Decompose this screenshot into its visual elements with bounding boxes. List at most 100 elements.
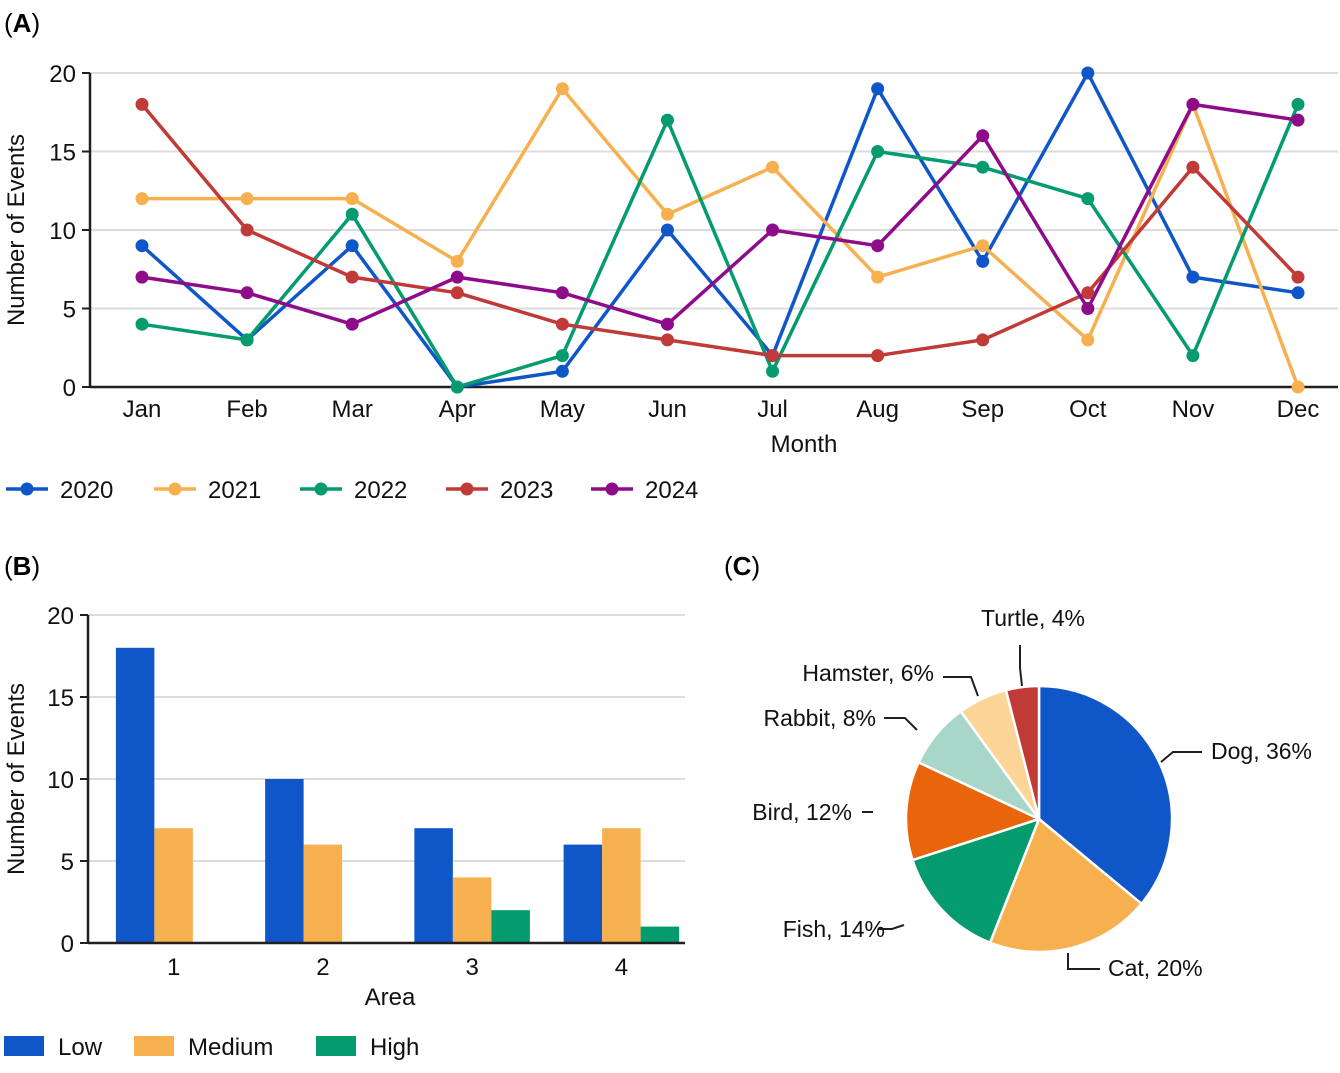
x-tick-label-b: 3 [465,954,478,981]
legend-label-Low: Low [58,1034,103,1061]
panel-letter-c: C [733,551,752,581]
pie-slice-dog [1037,684,1174,906]
series-line-2022 [141,103,1300,389]
data-point-2023 [871,349,885,363]
data-point-2023 [766,349,780,363]
data-point-2024 [976,129,990,143]
data-point-2023 [660,333,674,347]
bar-chart-b: 0 5 10 15 20 1 2 3 4 Area Number of Events Low Mediu… [3,603,685,1061]
data-point-2024 [450,270,464,284]
data-point-2020 [135,239,149,253]
x-axis-title-b: Area [365,984,416,1011]
data-point-2021 [1081,333,1095,347]
x-tick-label-b: 1 [167,954,180,981]
x-tick-label-a: Jun [648,396,687,423]
bar-Medium-area-1 [154,828,193,943]
leader-line-hamster [943,676,979,697]
data-point-2023 [976,333,990,347]
data-point-2022 [976,160,990,174]
x-tick-label-a: Dec [1277,396,1320,423]
data-point-2023 [135,97,149,111]
y-tick-label-a: 20 [49,61,76,88]
bar-Low-area-2 [265,779,304,943]
series-line-2021 [142,86,1300,388]
data-point-2020 [871,82,885,96]
panel-letter-b: B [13,551,32,581]
line-chart-a: 0 5 10 15 20 Jan Feb Mar Apr May Jun Jul Aug Sep Oct No… [3,61,1338,504]
pie-chart-c: Dog, 36% Cat, 20% Fish, 14% Bird, 12% Rabbit… [752,605,1312,981]
pie-label-rabbit: Rabbit, 8% [763,705,876,731]
data-point-2024 [135,270,149,284]
pie-slice-turtle [1004,684,1041,821]
data-point-2024 [1081,302,1095,315]
legend-marker-2021 [168,482,182,496]
x-tick-label-a: Jul [757,396,788,423]
data-point-2022 [660,113,674,127]
series-line-2020 [140,71,1299,389]
x-tick-label-a: Oct [1069,396,1107,423]
bar-Low-area-3 [414,828,453,943]
pie-slice-cat [988,817,1143,954]
leader-line-fish [879,924,905,930]
pie-slice-bird [904,761,1041,862]
bar-Low-area-1 [115,647,155,943]
y-axis-title-a: Number of Events [3,134,30,326]
panel-label-a: (A) [4,8,40,38]
pie-label-dog: Dog, 36% [1211,738,1312,764]
panel-label-c: (C) [724,551,760,581]
data-point-2022 [240,333,254,347]
data-point-2021 [766,160,780,174]
data-point-2024 [1186,97,1200,111]
y-tick-label-a: 5 [63,297,76,324]
bar-Medium-area-3 [452,877,492,943]
x-tick-label-a: Feb [226,396,267,423]
legend-marker-2022 [314,482,328,496]
data-point-2022 [1186,349,1200,363]
data-point-2020 [345,239,359,253]
y-tick-label-b: 15 [47,685,74,712]
x-tick-label-a: Sep [961,396,1004,423]
x-tick-label-a: May [540,396,585,423]
x-tick-label-b: 4 [615,954,628,981]
data-point-2022 [1081,192,1095,206]
data-point-2023 [1081,286,1095,300]
legend-marker-2024 [605,482,619,496]
data-point-2020 [1291,286,1305,300]
bar-Medium-area-2 [303,844,343,943]
data-point-2021 [345,192,359,206]
data-point-2021 [1291,380,1305,394]
data-point-2020 [660,223,674,237]
x-axis-title-a: Month [771,431,838,458]
data-point-2021 [135,192,149,206]
data-point-2024 [871,239,885,253]
data-point-2022 [555,349,569,363]
legend-marker-2023 [460,482,474,496]
leader-line-dog [1160,751,1202,763]
series-line-2024 [141,102,1299,326]
bar-High-area-3 [491,910,530,943]
legend-swatch-Medium [134,1036,174,1056]
data-point-2021 [450,254,464,268]
data-point-2022 [345,207,359,221]
data-point-2022 [871,145,885,158]
y-tick-label-b: 20 [47,603,74,630]
data-point-2021 [555,82,569,96]
data-point-2023 [1186,160,1200,174]
data-point-2024 [345,317,359,331]
x-tick-label-a: Apr [439,396,476,423]
data-point-2021 [976,239,990,253]
y-tick-label-a: 10 [49,218,76,245]
legend-label-2024: 2024 [645,477,698,504]
panel-letter-a: A [13,8,32,38]
data-point-2020 [1186,270,1200,284]
data-point-2024 [555,286,569,300]
legend-swatch-High [316,1036,356,1056]
data-point-2022 [1291,97,1305,111]
data-point-2023 [240,223,254,237]
x-tick-label-a: Jan [123,396,162,423]
legend-label-High: High [370,1034,419,1061]
data-point-2020 [1081,66,1095,80]
leader-line-cat [1067,953,1100,970]
legend-label-2021: 2021 [208,477,261,504]
